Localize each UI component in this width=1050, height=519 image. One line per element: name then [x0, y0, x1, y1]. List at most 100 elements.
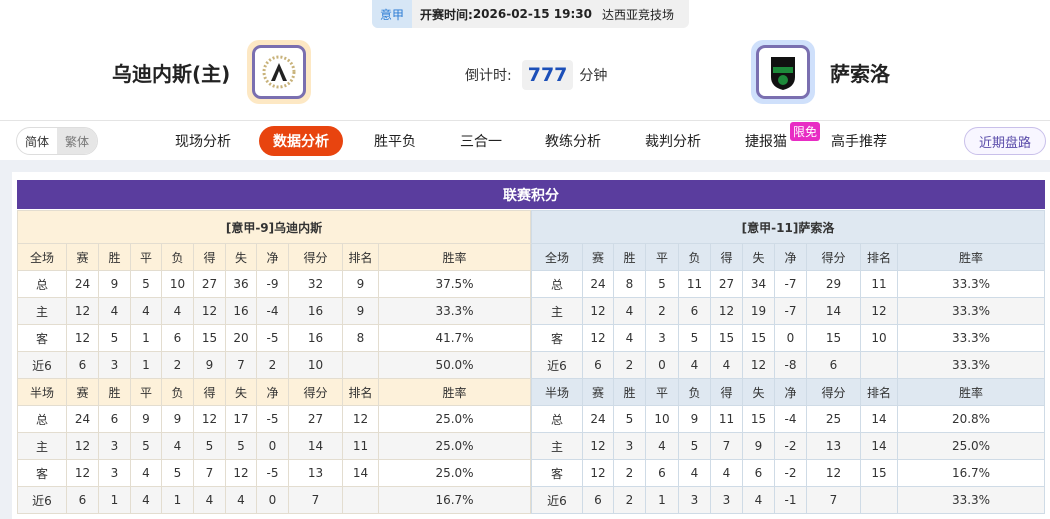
- table-cell: 5: [161, 459, 194, 487]
- table-cell: 2: [613, 459, 646, 487]
- table-cell: 1: [645, 486, 679, 514]
- table-cell: 12: [66, 297, 99, 325]
- table-cell: 4: [645, 432, 679, 460]
- table-cell: 4: [130, 459, 162, 487]
- table-cell: 15: [806, 324, 861, 352]
- table-cell: -8: [774, 351, 807, 379]
- table-cell: 主: [531, 297, 583, 325]
- nav-tab-expert[interactable]: 高手推荐: [831, 134, 887, 150]
- table-cell: 主: [17, 432, 67, 460]
- divider: [0, 120, 1050, 121]
- table-cell: 32: [288, 270, 343, 298]
- column-header: 平: [130, 243, 162, 271]
- table-cell: 41.7%: [378, 324, 531, 352]
- column-header: 赛: [66, 378, 99, 406]
- team-table-title[interactable]: [意甲-11]萨索洛: [531, 210, 1045, 244]
- nav-tab-jiebaomao[interactable]: 捷报猫: [745, 134, 787, 150]
- column-header: 得: [193, 378, 226, 406]
- recent-trend-button[interactable]: 近期盘路: [964, 127, 1046, 155]
- table-cell: 33.3%: [897, 297, 1045, 325]
- table-cell: 15: [860, 459, 898, 487]
- table-cell: 客: [17, 324, 67, 352]
- league-tag[interactable]: 意甲: [372, 0, 413, 28]
- table-cell: 5: [678, 324, 711, 352]
- home-team-name[interactable]: 乌迪内斯(主): [112, 62, 231, 86]
- away-team-name[interactable]: 萨索洛: [830, 62, 890, 86]
- column-header: 得分: [288, 378, 343, 406]
- table-cell: 近6: [17, 486, 67, 514]
- table-cell: 总: [17, 405, 67, 433]
- away-team-logo[interactable]: [751, 40, 815, 104]
- table-cell: 客: [531, 459, 583, 487]
- nav-tab-data-analysis[interactable]: 数据分析: [259, 126, 343, 156]
- table-cell: 5: [678, 432, 711, 460]
- nav-tab-wdl[interactable]: 胜平负: [374, 134, 416, 150]
- countdown-unit: 分钟: [579, 68, 608, 84]
- column-header: 胜率: [897, 378, 1045, 406]
- table-cell: 12: [582, 297, 614, 325]
- table-cell: 34: [742, 270, 775, 298]
- table-cell: 5: [613, 405, 646, 433]
- table-cell: 9: [742, 432, 775, 460]
- column-header: 全场: [17, 243, 67, 271]
- table-cell: 4: [193, 486, 226, 514]
- table-cell: 5: [225, 432, 257, 460]
- table-cell: 4: [161, 432, 194, 460]
- table-cell: 7: [193, 459, 226, 487]
- table-cell: 2: [256, 351, 289, 379]
- table-cell: 12: [225, 459, 257, 487]
- column-header: 净: [256, 243, 289, 271]
- table-cell: -7: [774, 297, 807, 325]
- table-cell: 9: [161, 405, 194, 433]
- table-cell: 33.3%: [897, 351, 1045, 379]
- column-header: 失: [225, 378, 257, 406]
- table-cell: 27: [288, 405, 343, 433]
- table-cell: 37.5%: [378, 270, 531, 298]
- nav-tab-coach[interactable]: 教练分析: [545, 134, 601, 150]
- table-cell: 16: [288, 297, 343, 325]
- home-team-logo[interactable]: [247, 40, 311, 104]
- table-row: 主 12 4 4 4 12 16 -4 16 9 33.3%: [17, 297, 531, 325]
- column-header: 排名: [342, 243, 379, 271]
- table-cell: 15: [742, 405, 775, 433]
- table-cell: 2: [161, 351, 194, 379]
- table-cell: 14: [342, 459, 379, 487]
- table-cell: 15: [710, 324, 743, 352]
- nav-tab-three-in-one[interactable]: 三合一: [460, 134, 502, 150]
- table-row: 主 12 3 4 5 7 9 -2 13 14 25.0%: [531, 432, 1045, 460]
- table-cell: 24: [582, 270, 614, 298]
- table-cell: 4: [710, 459, 743, 487]
- table-cell: 1: [98, 486, 131, 514]
- column-header: 负: [678, 378, 711, 406]
- free-badge: 限免: [790, 122, 821, 141]
- table-cell: 6: [161, 324, 194, 352]
- table-cell: 16: [225, 297, 257, 325]
- table-cell: 6: [645, 459, 679, 487]
- table-cell: 4: [613, 324, 646, 352]
- table-cell: 12: [582, 459, 614, 487]
- match-info-bar: 意甲 开赛时间: 2026-02-15 19:30 达西亚竞技场: [372, 0, 689, 28]
- table-cell: 7: [710, 432, 743, 460]
- lang-traditional[interactable]: 繁体: [57, 128, 97, 154]
- table-cell: 9: [130, 405, 162, 433]
- table-cell: 总: [531, 405, 583, 433]
- table-row: 近6 6 1 4 1 4 4 0 7 16.7%: [17, 486, 531, 514]
- table-cell: 6: [582, 486, 614, 514]
- table-cell: 12: [193, 405, 226, 433]
- table-cell: 3: [678, 486, 711, 514]
- nav-tab-referee[interactable]: 裁判分析: [645, 134, 701, 150]
- column-header: 平: [130, 378, 162, 406]
- table-cell: 1: [130, 324, 162, 352]
- column-header: 得分: [806, 243, 861, 271]
- lang-simplified[interactable]: 简体: [24, 134, 49, 149]
- nav-tab-live[interactable]: 现场分析: [175, 134, 231, 150]
- table-cell: 11: [678, 270, 711, 298]
- table-cell: 总: [17, 270, 67, 298]
- table-row: 总 24 5 10 9 11 15 -4 25 14 20.8%: [531, 405, 1045, 433]
- table-cell: 13: [288, 459, 343, 487]
- table-cell: 4: [130, 297, 162, 325]
- team-table-title[interactable]: [意甲-9]乌迪内斯: [17, 210, 531, 244]
- table-cell: 33.3%: [897, 486, 1045, 514]
- table-cell: 12: [66, 324, 99, 352]
- table-cell: 19: [742, 297, 775, 325]
